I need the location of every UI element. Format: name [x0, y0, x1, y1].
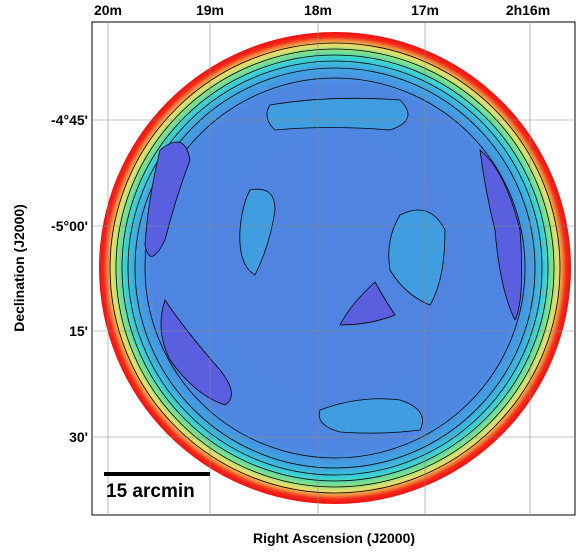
y-axis-label: Declination (J2000)	[11, 204, 27, 332]
map	[99, 32, 571, 504]
high-noise-regions	[239, 97, 446, 434]
x-tick-label: 19m	[196, 2, 224, 18]
contours	[109, 42, 561, 494]
x-tick-label: 20m	[94, 2, 122, 18]
y-tick-label: 15'	[69, 323, 88, 339]
low-noise-regions	[144, 141, 523, 406]
y-tick-label: 30'	[69, 429, 88, 445]
x-tick-label: 18m	[304, 2, 332, 18]
y-tick-label: -4°45'	[51, 112, 88, 128]
x-tick-label: 17m	[411, 2, 439, 18]
grid	[92, 22, 575, 515]
x-axis-label: Right Ascension (J2000)	[253, 530, 415, 546]
x-tick-label: 2h16m	[506, 2, 550, 18]
y-tick-label: -5°00'	[51, 218, 88, 234]
scale-bar-label: 15 arcmin	[106, 481, 195, 502]
